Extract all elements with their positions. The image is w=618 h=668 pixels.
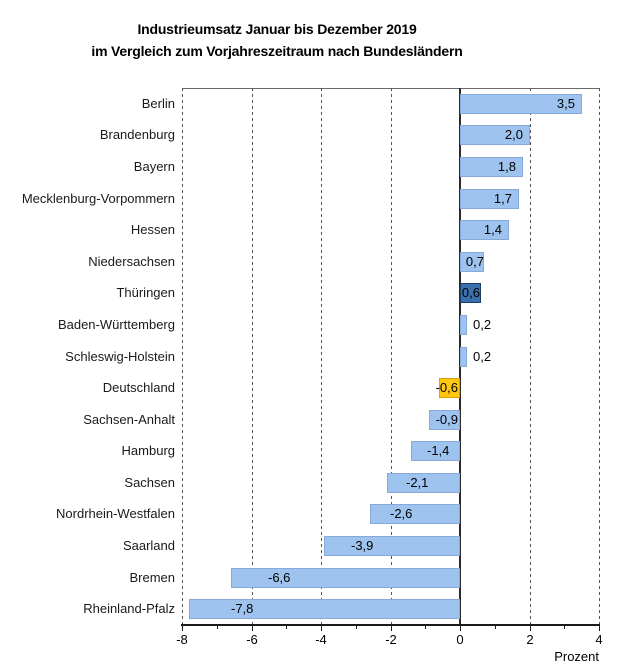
value-label: 1,7 bbox=[493, 191, 512, 206]
category-label: Sachsen bbox=[124, 475, 175, 490]
category-label: Mecklenburg-Vorpommern bbox=[21, 191, 175, 206]
bar bbox=[460, 125, 530, 145]
bar bbox=[231, 568, 460, 588]
x-axis-major-tick bbox=[321, 626, 322, 631]
category-label: Hessen bbox=[130, 222, 175, 237]
x-axis-minor-tick bbox=[425, 626, 426, 629]
x-axis-line bbox=[181, 624, 600, 626]
chart-title: Industrieumsatz Januar bis Dezember 2019… bbox=[0, 18, 554, 62]
x-axis-tick-label: 2 bbox=[526, 632, 534, 647]
value-label: -0,9 bbox=[435, 412, 458, 427]
value-label: 0,6 bbox=[461, 285, 480, 300]
category-label: Saarland bbox=[122, 538, 175, 553]
category-label: Schleswig-Holstein bbox=[65, 349, 175, 364]
x-axis-major-tick bbox=[391, 626, 392, 631]
category-label: Bremen bbox=[129, 570, 175, 585]
category-label: Thüringen bbox=[116, 285, 175, 300]
category-label: Hamburg bbox=[121, 443, 175, 458]
value-label: 1,8 bbox=[497, 159, 516, 174]
value-label: -7,8 bbox=[231, 601, 254, 616]
value-label: 1,4 bbox=[483, 222, 502, 237]
bar bbox=[460, 157, 523, 177]
value-label: 3,5 bbox=[556, 96, 575, 111]
bar bbox=[411, 441, 460, 461]
gridline bbox=[252, 88, 253, 625]
value-label: -0,6 bbox=[435, 380, 458, 395]
category-label: Nordrhein-Westfalen bbox=[56, 506, 175, 521]
value-label: -2,6 bbox=[390, 506, 413, 521]
value-label: 0,2 bbox=[473, 317, 492, 332]
chart-title-line1: Industrieumsatz Januar bis Dezember 2019 bbox=[137, 21, 417, 37]
value-label: -2,1 bbox=[406, 475, 429, 490]
bar bbox=[439, 378, 460, 398]
value-label: -6,6 bbox=[268, 570, 291, 585]
x-axis-tick-label: 4 bbox=[595, 632, 603, 647]
gridline bbox=[391, 88, 392, 625]
x-axis-minor-tick bbox=[217, 626, 218, 629]
bar bbox=[460, 94, 582, 114]
category-label: Deutschland bbox=[102, 380, 175, 395]
x-axis-tick-label: -8 bbox=[176, 632, 188, 647]
bar bbox=[460, 315, 467, 335]
x-axis-tick-label: -2 bbox=[385, 632, 397, 647]
x-axis-major-tick bbox=[460, 626, 461, 631]
gridline bbox=[321, 88, 322, 625]
chart-title-line2: im Vergleich zum Vorjahreszeitraum nach … bbox=[91, 43, 463, 59]
x-axis-minor-tick bbox=[564, 626, 565, 629]
x-axis-major-tick bbox=[252, 626, 253, 631]
value-label: -1,4 bbox=[427, 443, 450, 458]
bar bbox=[460, 189, 519, 209]
x-axis-major-tick bbox=[182, 626, 183, 631]
bar bbox=[460, 347, 467, 367]
x-axis-major-tick bbox=[599, 626, 600, 631]
category-label: Sachsen-Anhalt bbox=[83, 412, 175, 427]
gridline bbox=[599, 88, 600, 625]
value-label: 2,0 bbox=[504, 127, 523, 142]
gridline bbox=[530, 88, 531, 625]
value-label: 0,7 bbox=[465, 254, 484, 269]
x-axis-tick-label: 0 bbox=[456, 632, 464, 647]
bar bbox=[324, 536, 460, 556]
bar bbox=[429, 410, 460, 430]
category-label: Brandenburg bbox=[99, 127, 175, 142]
category-label: Baden-Württemberg bbox=[57, 317, 175, 332]
bar bbox=[460, 252, 484, 272]
category-label: Niedersachsen bbox=[88, 254, 175, 269]
value-label: -3,9 bbox=[351, 538, 374, 553]
x-axis-major-tick bbox=[530, 626, 531, 631]
x-axis-minor-tick bbox=[495, 626, 496, 629]
bar bbox=[460, 220, 509, 240]
bar bbox=[387, 473, 460, 493]
category-label: Bayern bbox=[133, 159, 175, 174]
bar bbox=[370, 504, 460, 524]
category-label: Rheinland-Pfalz bbox=[83, 601, 175, 616]
plot-top-border bbox=[182, 88, 599, 89]
x-axis-tick-label: -6 bbox=[246, 632, 258, 647]
x-axis-minor-tick bbox=[286, 626, 287, 629]
value-label: 0,2 bbox=[473, 349, 492, 364]
category-label: Berlin bbox=[141, 96, 175, 111]
x-axis-minor-tick bbox=[356, 626, 357, 629]
x-axis-label: Prozent bbox=[554, 649, 599, 664]
bar bbox=[189, 599, 460, 619]
gridline bbox=[182, 88, 183, 625]
x-axis-tick-label: -4 bbox=[315, 632, 327, 647]
bar bbox=[460, 283, 481, 303]
